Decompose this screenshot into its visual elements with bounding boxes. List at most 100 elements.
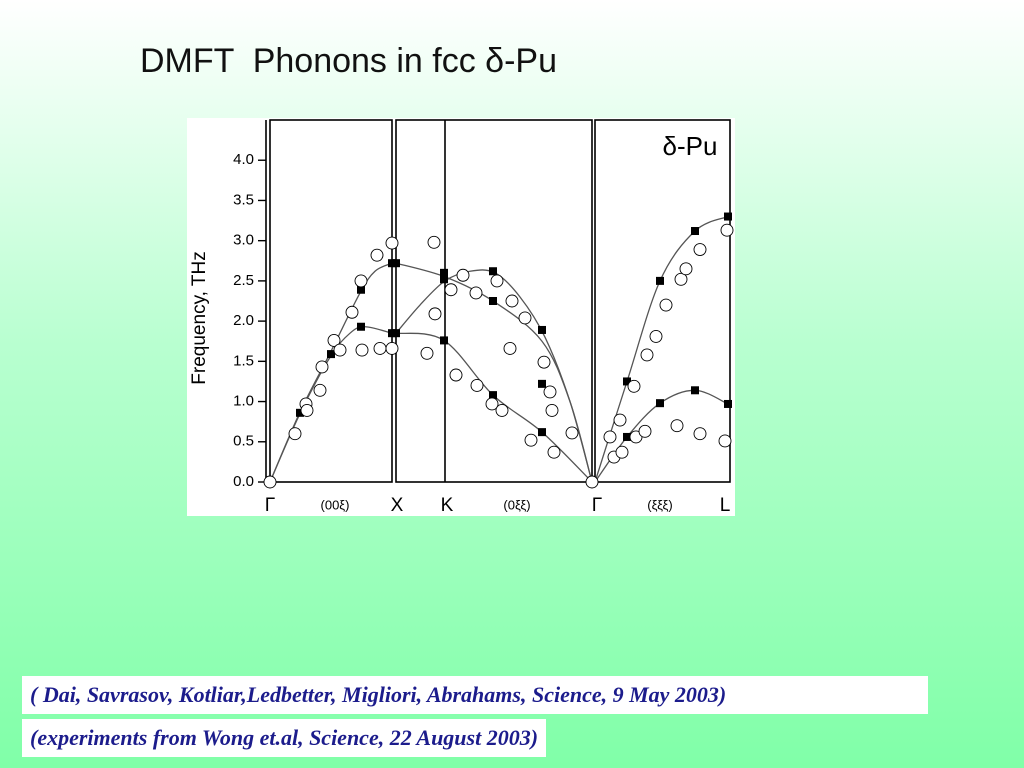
experiment-point bbox=[524, 433, 538, 447]
experiment-point bbox=[456, 268, 470, 282]
experiment-point bbox=[370, 248, 384, 262]
calc-point bbox=[296, 408, 304, 417]
experiment-point bbox=[420, 346, 434, 360]
y-tick-label: 1.0 bbox=[233, 393, 254, 410]
experiment-point bbox=[565, 426, 579, 440]
y-tick-label: 0.5 bbox=[233, 433, 254, 450]
dispersion-curve bbox=[594, 215, 729, 483]
x-tick-label: X bbox=[391, 495, 404, 516]
calc-point bbox=[489, 267, 497, 276]
experiment-point bbox=[720, 223, 734, 237]
calc-point bbox=[691, 386, 699, 395]
experiment-point bbox=[518, 311, 532, 325]
experiment-point bbox=[470, 379, 484, 392]
x-tick-label: Γ bbox=[592, 495, 602, 516]
experiment-point bbox=[385, 342, 399, 355]
plot: 0.0 0.5 1.0 1.5 2.0 2.5 3.0 3.5 4.0 Γ (00ξ) X K (0ξξ)… bbox=[233, 151, 734, 516]
experiment-point bbox=[373, 342, 387, 355]
experiment-point bbox=[638, 424, 652, 438]
experiment-point bbox=[615, 445, 629, 459]
experiment-point bbox=[263, 475, 277, 489]
calc-point bbox=[440, 268, 448, 277]
y-tick-label: 4.0 bbox=[233, 151, 254, 168]
x-tick-label: (0ξξ) bbox=[503, 497, 530, 512]
citation: ( Dai, Savrasov, Kotliar,Ledbetter, Migl… bbox=[22, 676, 928, 714]
experiment-point bbox=[693, 427, 707, 441]
calc-point bbox=[538, 428, 546, 437]
experiment-point bbox=[449, 368, 463, 382]
y-tick-label: 0.0 bbox=[233, 473, 254, 490]
calc-point bbox=[392, 329, 400, 338]
calc-point bbox=[440, 275, 448, 284]
experiment-point bbox=[670, 419, 684, 433]
experiment-point bbox=[505, 294, 519, 308]
experiment-point bbox=[627, 379, 641, 393]
y-tick-label: 3.5 bbox=[233, 191, 254, 208]
calc-point bbox=[623, 377, 631, 386]
experiment-point bbox=[385, 236, 399, 250]
calc-point bbox=[656, 399, 664, 408]
experiment-point bbox=[537, 355, 551, 369]
experiment-point bbox=[718, 434, 732, 448]
calc-point bbox=[538, 325, 546, 334]
x-tick-label: Γ bbox=[265, 495, 275, 516]
chart-background bbox=[187, 118, 735, 516]
x-tick-label: L bbox=[720, 495, 731, 516]
experiment-point bbox=[469, 286, 483, 300]
dispersion-curve bbox=[269, 326, 393, 483]
y-tick-label: 1.5 bbox=[233, 352, 254, 369]
panel bbox=[269, 119, 393, 483]
citation: (experiments from Wong et.al, Science, 2… bbox=[22, 719, 547, 757]
experiment-point bbox=[659, 298, 673, 312]
x-tick-label: (ξξξ) bbox=[647, 497, 672, 512]
experiment-point bbox=[674, 272, 688, 286]
x-tick-label: K bbox=[441, 495, 454, 516]
slide-title: DMFT Phonons in fcc δ-Pu bbox=[140, 42, 557, 80]
experiment-point bbox=[649, 329, 663, 343]
experiment-point bbox=[613, 413, 627, 427]
calc-point bbox=[724, 212, 732, 221]
experiment-point bbox=[313, 383, 327, 397]
calc-point bbox=[656, 276, 664, 285]
experiment-point bbox=[545, 403, 559, 417]
experiment-point bbox=[327, 333, 341, 347]
panel bbox=[594, 119, 731, 483]
calc-point bbox=[489, 297, 497, 305]
experiment-point bbox=[345, 305, 359, 319]
experiment-point bbox=[503, 342, 517, 355]
experiment-point bbox=[490, 274, 504, 288]
experiment-point bbox=[354, 274, 368, 288]
experiment-point bbox=[543, 385, 557, 399]
experiment-point bbox=[428, 307, 442, 321]
calc-point bbox=[691, 227, 699, 236]
y-tick-label: 3.0 bbox=[233, 232, 254, 249]
y-tick-label: 2.5 bbox=[233, 272, 254, 289]
experiment-point bbox=[495, 403, 509, 417]
calc-point bbox=[538, 379, 546, 388]
experiment-point bbox=[444, 283, 458, 297]
annotation: δ-Pu bbox=[663, 131, 718, 161]
experiment-point bbox=[693, 243, 707, 256]
experiment-point bbox=[300, 403, 314, 417]
calc-point bbox=[623, 432, 631, 441]
experiment-point bbox=[485, 397, 499, 411]
calc-point bbox=[357, 285, 365, 294]
calc-point bbox=[489, 391, 497, 400]
experiment-point bbox=[640, 348, 654, 362]
experiment-point bbox=[288, 427, 302, 441]
calc-point bbox=[327, 350, 335, 359]
experiment-point bbox=[315, 360, 329, 374]
x-tick-label: (00ξ) bbox=[321, 497, 350, 512]
experiment-point bbox=[585, 475, 599, 489]
calc-point bbox=[357, 322, 365, 331]
calc-point bbox=[724, 399, 732, 408]
panel bbox=[395, 119, 593, 483]
y-tick-label: 2.0 bbox=[233, 312, 254, 329]
experiment-point bbox=[333, 343, 347, 357]
experiment-point bbox=[547, 445, 561, 459]
experiment-point bbox=[603, 430, 617, 444]
panel-frames bbox=[265, 119, 731, 483]
experiment-point bbox=[355, 343, 369, 357]
